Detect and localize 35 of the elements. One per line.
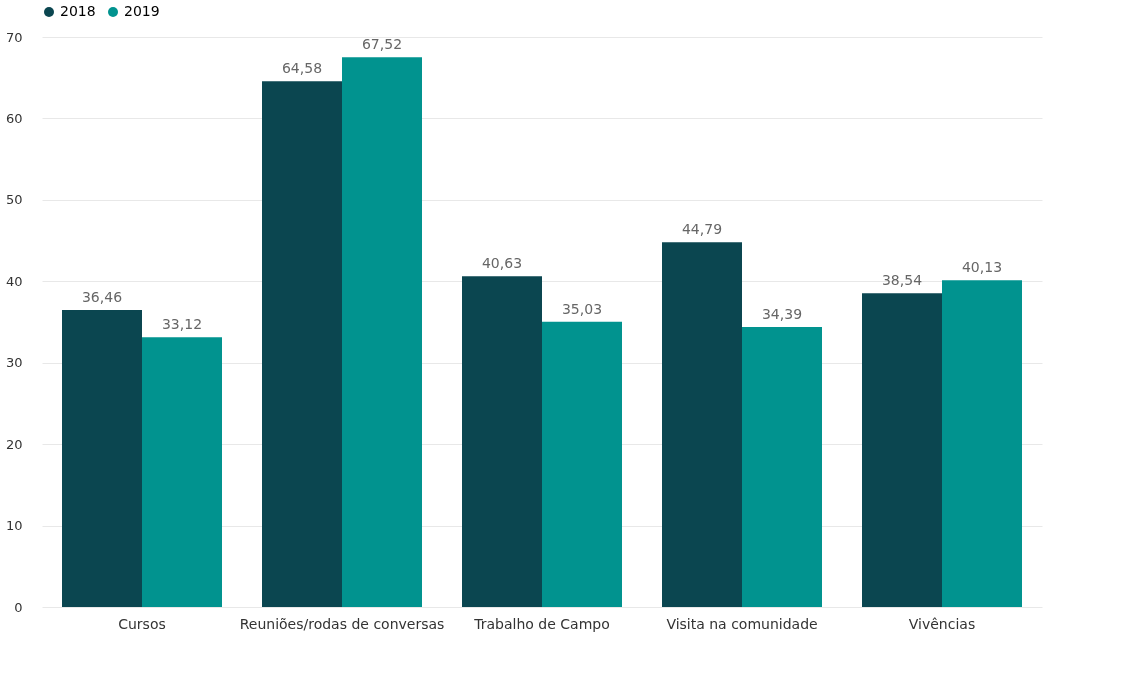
bar: [142, 337, 222, 607]
bar: [862, 293, 942, 607]
data-label: 34,39: [761, 305, 803, 322]
y-tick-label: 0: [14, 599, 23, 615]
y-tick-label: 10: [5, 518, 23, 534]
legend-label: 2018: [60, 3, 96, 19]
data-label: 44,79: [681, 221, 723, 238]
bar: [262, 81, 342, 607]
bar: [342, 57, 422, 607]
x-tick-label: Cursos: [118, 615, 166, 632]
data-label: 40,63: [481, 255, 523, 272]
y-tick-label: 20: [5, 436, 23, 452]
y-tick-label: 50: [5, 192, 23, 208]
bar: [462, 276, 542, 607]
y-tick-label: 40: [5, 273, 23, 289]
y-tick-label: 60: [5, 110, 23, 126]
data-label: 38,54: [881, 272, 923, 289]
data-label: 35,03: [561, 300, 603, 317]
bar: [542, 321, 622, 607]
x-tick-label: Trabalho de Campo: [473, 615, 610, 632]
bar: [942, 280, 1022, 607]
y-tick-label: 30: [5, 355, 23, 371]
data-label: 33,12: [161, 316, 203, 333]
y-tick-label: 70: [5, 29, 23, 45]
data-label: 40,13: [961, 259, 1003, 276]
x-tick-label: Vivências: [908, 615, 976, 632]
data-label: 36,46: [81, 289, 123, 306]
data-label: 64,58: [281, 60, 323, 77]
bar: [742, 326, 822, 607]
x-tick-label: Visita na comunidade: [666, 615, 818, 632]
legend-label: 2019: [124, 3, 160, 19]
data-label: 67,52: [361, 36, 403, 53]
x-tick-label: Reuniões/rodas de conversas: [239, 615, 445, 632]
bar: [662, 242, 742, 607]
bar: [62, 310, 142, 607]
